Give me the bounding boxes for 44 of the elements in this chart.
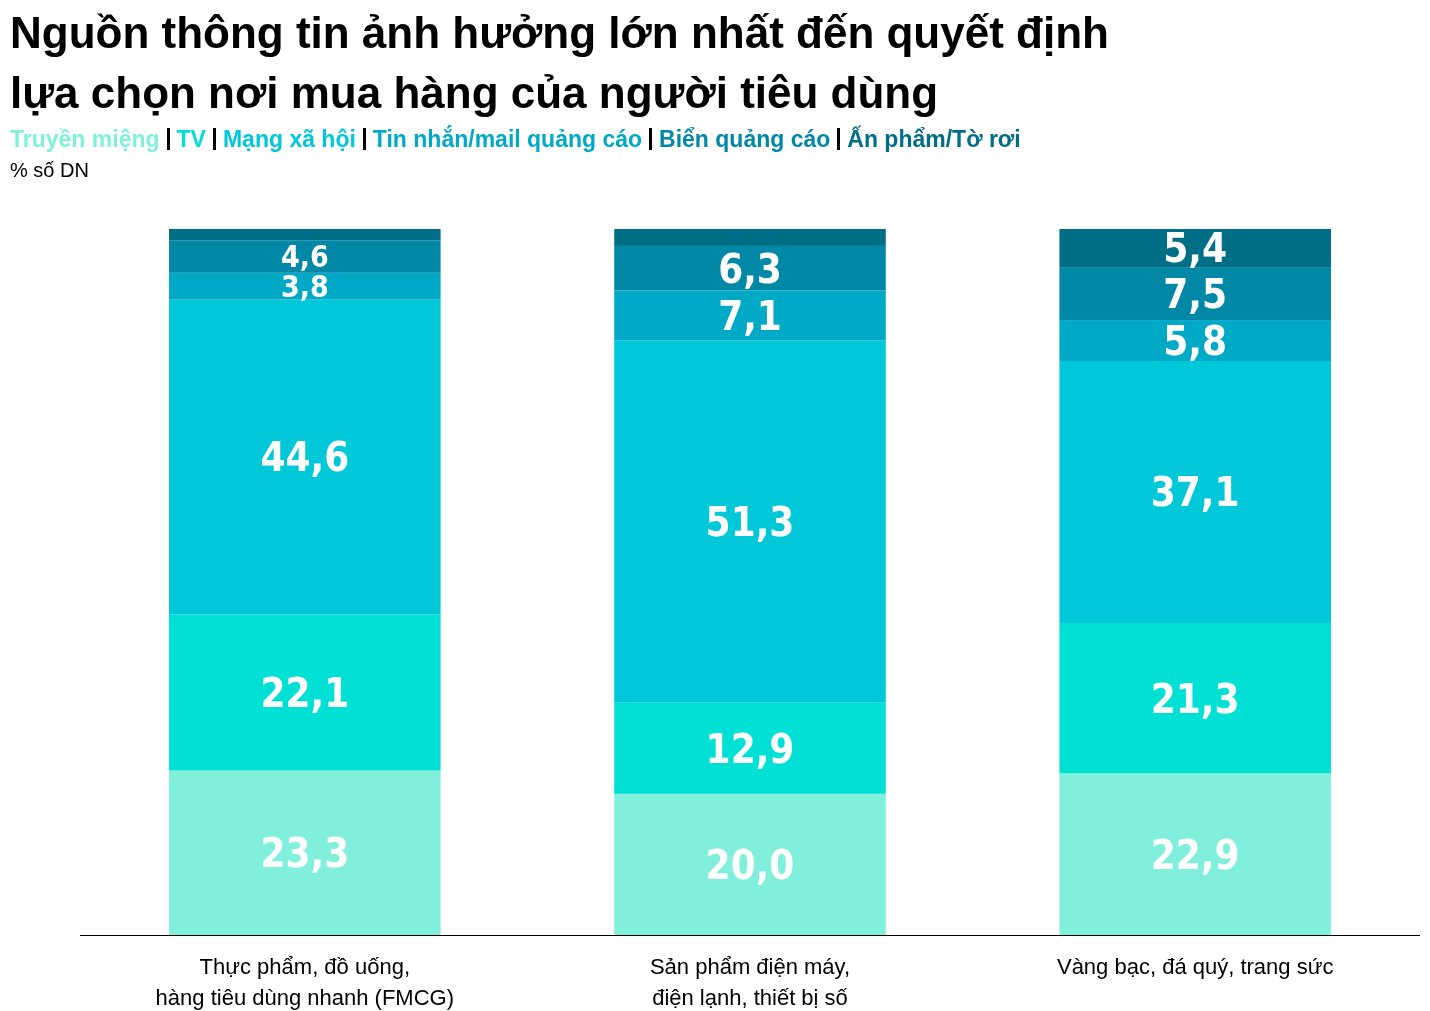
- bar: [1059, 773, 1331, 935]
- data-label: 37,1: [1150, 469, 1240, 516]
- data-label: 5,4: [1163, 225, 1228, 272]
- x-tick-label: Thực phẩm, đồ uống, hàng tiêu dùng nhanh (FMCG): [155, 954, 455, 1010]
- data-label: 7,5: [1163, 271, 1228, 317]
- text: Tin nhắn/mail quảng cáo: [362, 126, 643, 152]
- bar: [169, 240, 441, 273]
- bar: [614, 245, 886, 291]
- text: Biển quảng cáo: [649, 126, 831, 152]
- bar: [169, 614, 441, 771]
- text: TV: [166, 126, 206, 152]
- bar: [169, 272, 441, 300]
- bar: [1059, 320, 1331, 362]
- bar: [614, 229, 886, 246]
- text: Truyền miệng: [10, 126, 160, 152]
- text: Mạng xã hội: [212, 126, 356, 152]
- data-label: 5,8: [1163, 317, 1228, 364]
- bar: [1059, 229, 1331, 268]
- chart-title: Nguồn thông tin ảnh hưởng lớn nhất đến quyết định lựa chọn nơi mua hàng của người tiêu dùng: [10, 8, 1109, 117]
- bar: [614, 702, 886, 794]
- x-tick-label: Vàng bạc, đá quý, trang sức: [1056, 954, 1334, 979]
- y-axis-title: % số DN: [10, 159, 89, 181]
- data-label: 20,0: [705, 841, 795, 888]
- data-label: 21,3: [1150, 675, 1240, 722]
- bar: [614, 793, 886, 935]
- data-label: 6,3: [718, 245, 782, 292]
- data-label: 23,3: [260, 830, 350, 877]
- data-label: 12,9: [705, 725, 795, 772]
- data-label: 4,6: [280, 239, 329, 275]
- data-label: 22,1: [260, 669, 350, 716]
- bar: [614, 340, 886, 703]
- text: Ấn phẩm/Tờ rơi: [837, 126, 1021, 152]
- bar: [169, 770, 441, 935]
- data-label: 22,9: [1150, 831, 1240, 878]
- bar: [1059, 267, 1331, 321]
- data-label: 51,3: [705, 499, 795, 546]
- bar: [1059, 622, 1331, 774]
- data-label: 44,6: [260, 434, 350, 481]
- bar: [169, 229, 441, 241]
- bar: [1059, 361, 1331, 623]
- bar: [614, 290, 886, 341]
- data-label: 7,1: [718, 292, 782, 339]
- bar: [169, 299, 441, 615]
- x-tick-label: Sản phẩm điện máy, điện lạnh, thiết bị số: [649, 954, 851, 1010]
